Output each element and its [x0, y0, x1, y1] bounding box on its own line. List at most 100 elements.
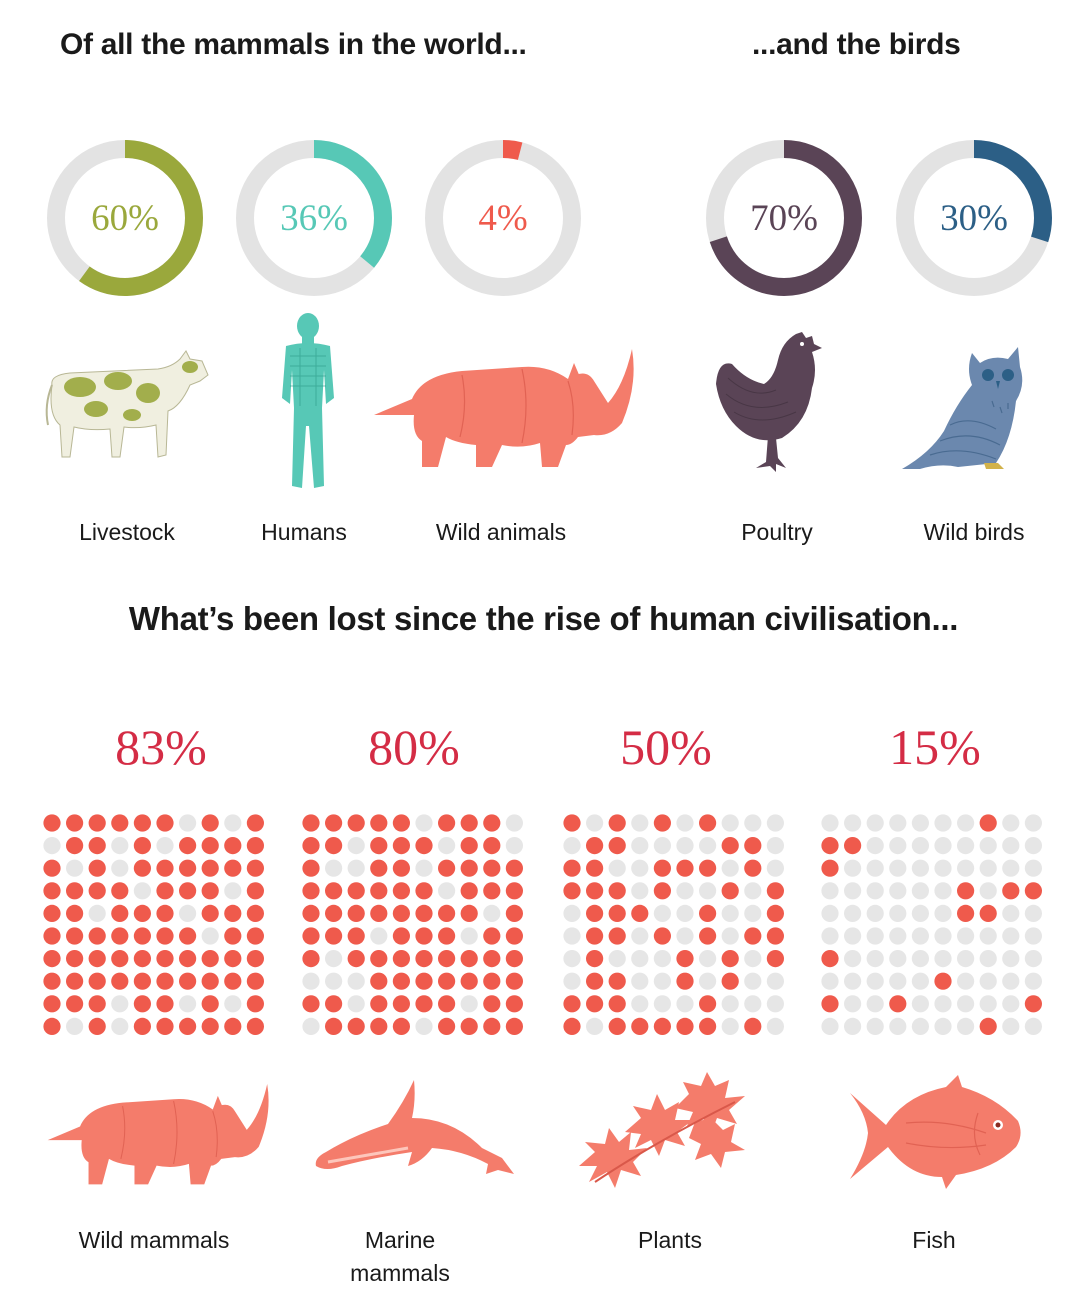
waffle-dot-filled: [224, 950, 242, 968]
waffle-dot-filled: [415, 837, 433, 855]
waffle-dot-empty: [866, 995, 884, 1013]
waffle-dot-filled: [483, 882, 501, 900]
waffle-dot-filled: [563, 859, 581, 877]
donut-livestock-chart: [47, 140, 203, 296]
waffle-dot-empty: [979, 950, 997, 968]
waffle-dot-empty: [911, 995, 929, 1013]
waffle-dot-filled: [392, 927, 410, 945]
waffle-dot-filled: [415, 904, 433, 922]
waffle-dot-empty: [866, 904, 884, 922]
waffle-dot-filled: [586, 950, 604, 968]
waffle-dot-empty: [563, 927, 581, 945]
waffle-dot-empty: [911, 882, 929, 900]
waffle-dot-empty: [586, 814, 604, 832]
waffle-dot-empty: [911, 859, 929, 877]
waffle-dot-filled: [302, 837, 320, 855]
waffle-dot-filled: [438, 950, 456, 968]
waffle-dot-filled: [325, 882, 343, 900]
waffle-dot-filled: [43, 882, 61, 900]
waffle-dot-empty: [821, 1017, 839, 1035]
waffle-dot-filled: [721, 837, 739, 855]
waffle-dot-filled: [699, 904, 717, 922]
waffle-dot-empty: [347, 859, 365, 877]
waffle-dot-filled: [111, 882, 129, 900]
waffle-dot-filled: [179, 972, 197, 990]
waffle-dot-empty: [699, 972, 717, 990]
waffle-dot-empty: [653, 972, 671, 990]
waffle-dot-filled: [224, 859, 242, 877]
waffle-dot-filled: [133, 859, 151, 877]
waffle-dot-filled: [438, 1017, 456, 1035]
waffle-dot-empty: [1024, 837, 1042, 855]
waffle-dot-filled: [460, 859, 478, 877]
waffle-dot-empty: [721, 995, 739, 1013]
waffle-dot-filled: [821, 995, 839, 1013]
waffle-dot-filled: [88, 995, 106, 1013]
waffle-dot-empty: [934, 859, 952, 877]
waffle-dot-filled: [201, 904, 219, 922]
waffle-dot-filled: [347, 927, 365, 945]
waffle-dot-filled: [370, 859, 388, 877]
donut-wild-animals: 4%: [423, 138, 583, 298]
waffle-dot-filled: [224, 837, 242, 855]
waffle-dot-empty: [866, 837, 884, 855]
waffle-dot-empty: [563, 904, 581, 922]
donut-livestock: 60%: [45, 138, 205, 298]
waffle-dot-filled: [438, 859, 456, 877]
waffle-dot-filled: [66, 972, 84, 990]
waffle-dot-empty: [889, 1017, 907, 1035]
waffle-dot-filled: [66, 904, 84, 922]
label-humans: Humans: [261, 519, 347, 545]
waffle-dot-filled: [392, 859, 410, 877]
waffle-dot-empty: [844, 1017, 862, 1035]
waffle-dot-filled: [392, 972, 410, 990]
waffle-dot-filled: [133, 972, 151, 990]
waffle-dot-filled: [66, 995, 84, 1013]
waffle-dot-filled: [483, 837, 501, 855]
lost-heading: What’s been lost since the rise of human…: [128, 600, 959, 637]
birds-heading: ...and the birds: [752, 28, 961, 61]
waffle-dot-empty: [766, 995, 784, 1013]
waffle-dot-empty: [866, 882, 884, 900]
waffle-dot-filled: [721, 882, 739, 900]
waffle-dot-filled: [179, 882, 197, 900]
waffle-dot-empty: [844, 950, 862, 968]
waffle-dot-filled: [586, 859, 604, 877]
donut-poultry-value: 70%: [750, 197, 818, 239]
waffle-dot-empty: [111, 859, 129, 877]
waffle-dot-filled: [179, 859, 197, 877]
waffle-dot-filled: [201, 859, 219, 877]
label-fish: Fish: [912, 1227, 956, 1253]
waffle-dot-filled: [699, 927, 717, 945]
donut-wild-birds: 30%: [894, 138, 1054, 298]
waffle-dot-empty: [699, 882, 717, 900]
waffle-dot-filled: [201, 1017, 219, 1035]
waffle-dot-filled: [483, 927, 501, 945]
waffle-dot-empty: [766, 972, 784, 990]
waffle-dot-empty: [889, 837, 907, 855]
waffle-dot-filled: [586, 995, 604, 1013]
waffle-dot-empty: [957, 972, 975, 990]
waffle-dot-filled: [133, 1017, 151, 1035]
waffle-dot-empty: [347, 972, 365, 990]
waffle-dot-empty: [889, 882, 907, 900]
human-icon: [268, 308, 348, 493]
waffle-dot-empty: [179, 814, 197, 832]
waffle-dot-filled: [43, 1017, 61, 1035]
waffle-dot-empty: [911, 814, 929, 832]
waffle-dot-empty: [653, 950, 671, 968]
waffle-dot-filled: [563, 995, 581, 1013]
waffle-dot-filled: [483, 950, 501, 968]
waffle-dot-filled: [438, 927, 456, 945]
waffle-dot-filled: [347, 814, 365, 832]
waffle-dot-empty: [911, 1017, 929, 1035]
waffle-dot-filled: [246, 837, 264, 855]
waffle-dot-filled: [608, 882, 626, 900]
waffle-dot-empty: [505, 814, 523, 832]
waffle-dot-filled: [766, 882, 784, 900]
waffle-dot-filled: [483, 972, 501, 990]
waffle-dot-filled: [483, 995, 501, 1013]
waffle-dot-empty: [957, 927, 975, 945]
waffle-dot-filled: [608, 972, 626, 990]
waffle-dot-empty: [586, 1017, 604, 1035]
